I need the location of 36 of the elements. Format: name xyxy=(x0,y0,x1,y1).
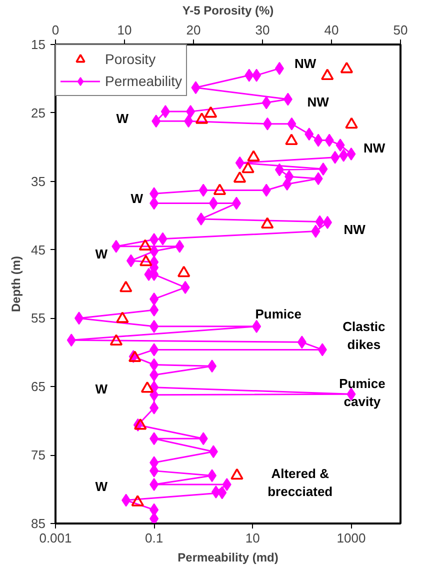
x2-tick-label: 0 xyxy=(52,22,60,38)
y-tick-label: 35 xyxy=(31,174,46,189)
annotation: W xyxy=(95,381,108,396)
x-tick-label: 1000 xyxy=(336,530,366,546)
x-axis-title: Permeability (md) xyxy=(178,550,278,564)
annotation: W xyxy=(95,479,108,494)
x-tick-label: 10 xyxy=(245,530,260,546)
x2-tick-label: 30 xyxy=(255,22,270,38)
y-tick-label: 15 xyxy=(31,37,46,52)
y-tick-label: 45 xyxy=(31,242,46,258)
x2-tick-label: 50 xyxy=(393,22,408,38)
annotation: NW xyxy=(344,222,366,237)
annotation: Pumice cavity xyxy=(339,376,386,409)
annotation: NW xyxy=(294,56,317,72)
y-tick-label: 55 xyxy=(31,310,46,326)
annotation: Altered & brecciated xyxy=(268,466,333,499)
x-tick-label: 0.1 xyxy=(145,530,164,546)
y-tick-label: 85 xyxy=(31,516,46,531)
y-tick-label: 75 xyxy=(31,448,46,463)
x2-tick-label: 40 xyxy=(324,22,339,38)
y-tick-label: 25 xyxy=(31,105,46,120)
annotation: W xyxy=(116,110,130,126)
annotation: Pumice xyxy=(255,306,302,322)
y-axis-title: Depth (m) xyxy=(9,256,24,312)
x-tick-label: 0.001 xyxy=(39,530,72,546)
x2-tick-label: 10 xyxy=(117,22,132,38)
annotation: NW xyxy=(307,94,330,110)
legend-label: Permeability xyxy=(105,73,182,89)
x2-axis-title: Y-5 Porosity (%) xyxy=(182,4,274,18)
annotation: NW xyxy=(363,140,386,156)
annotation: W xyxy=(95,246,108,262)
y-tick-label: 65 xyxy=(31,379,46,394)
legend-label: Porosity xyxy=(105,51,156,67)
x2-tick-label: 20 xyxy=(186,22,201,38)
annotation: Clastic dikes xyxy=(342,318,386,352)
annotation: W xyxy=(130,190,144,206)
